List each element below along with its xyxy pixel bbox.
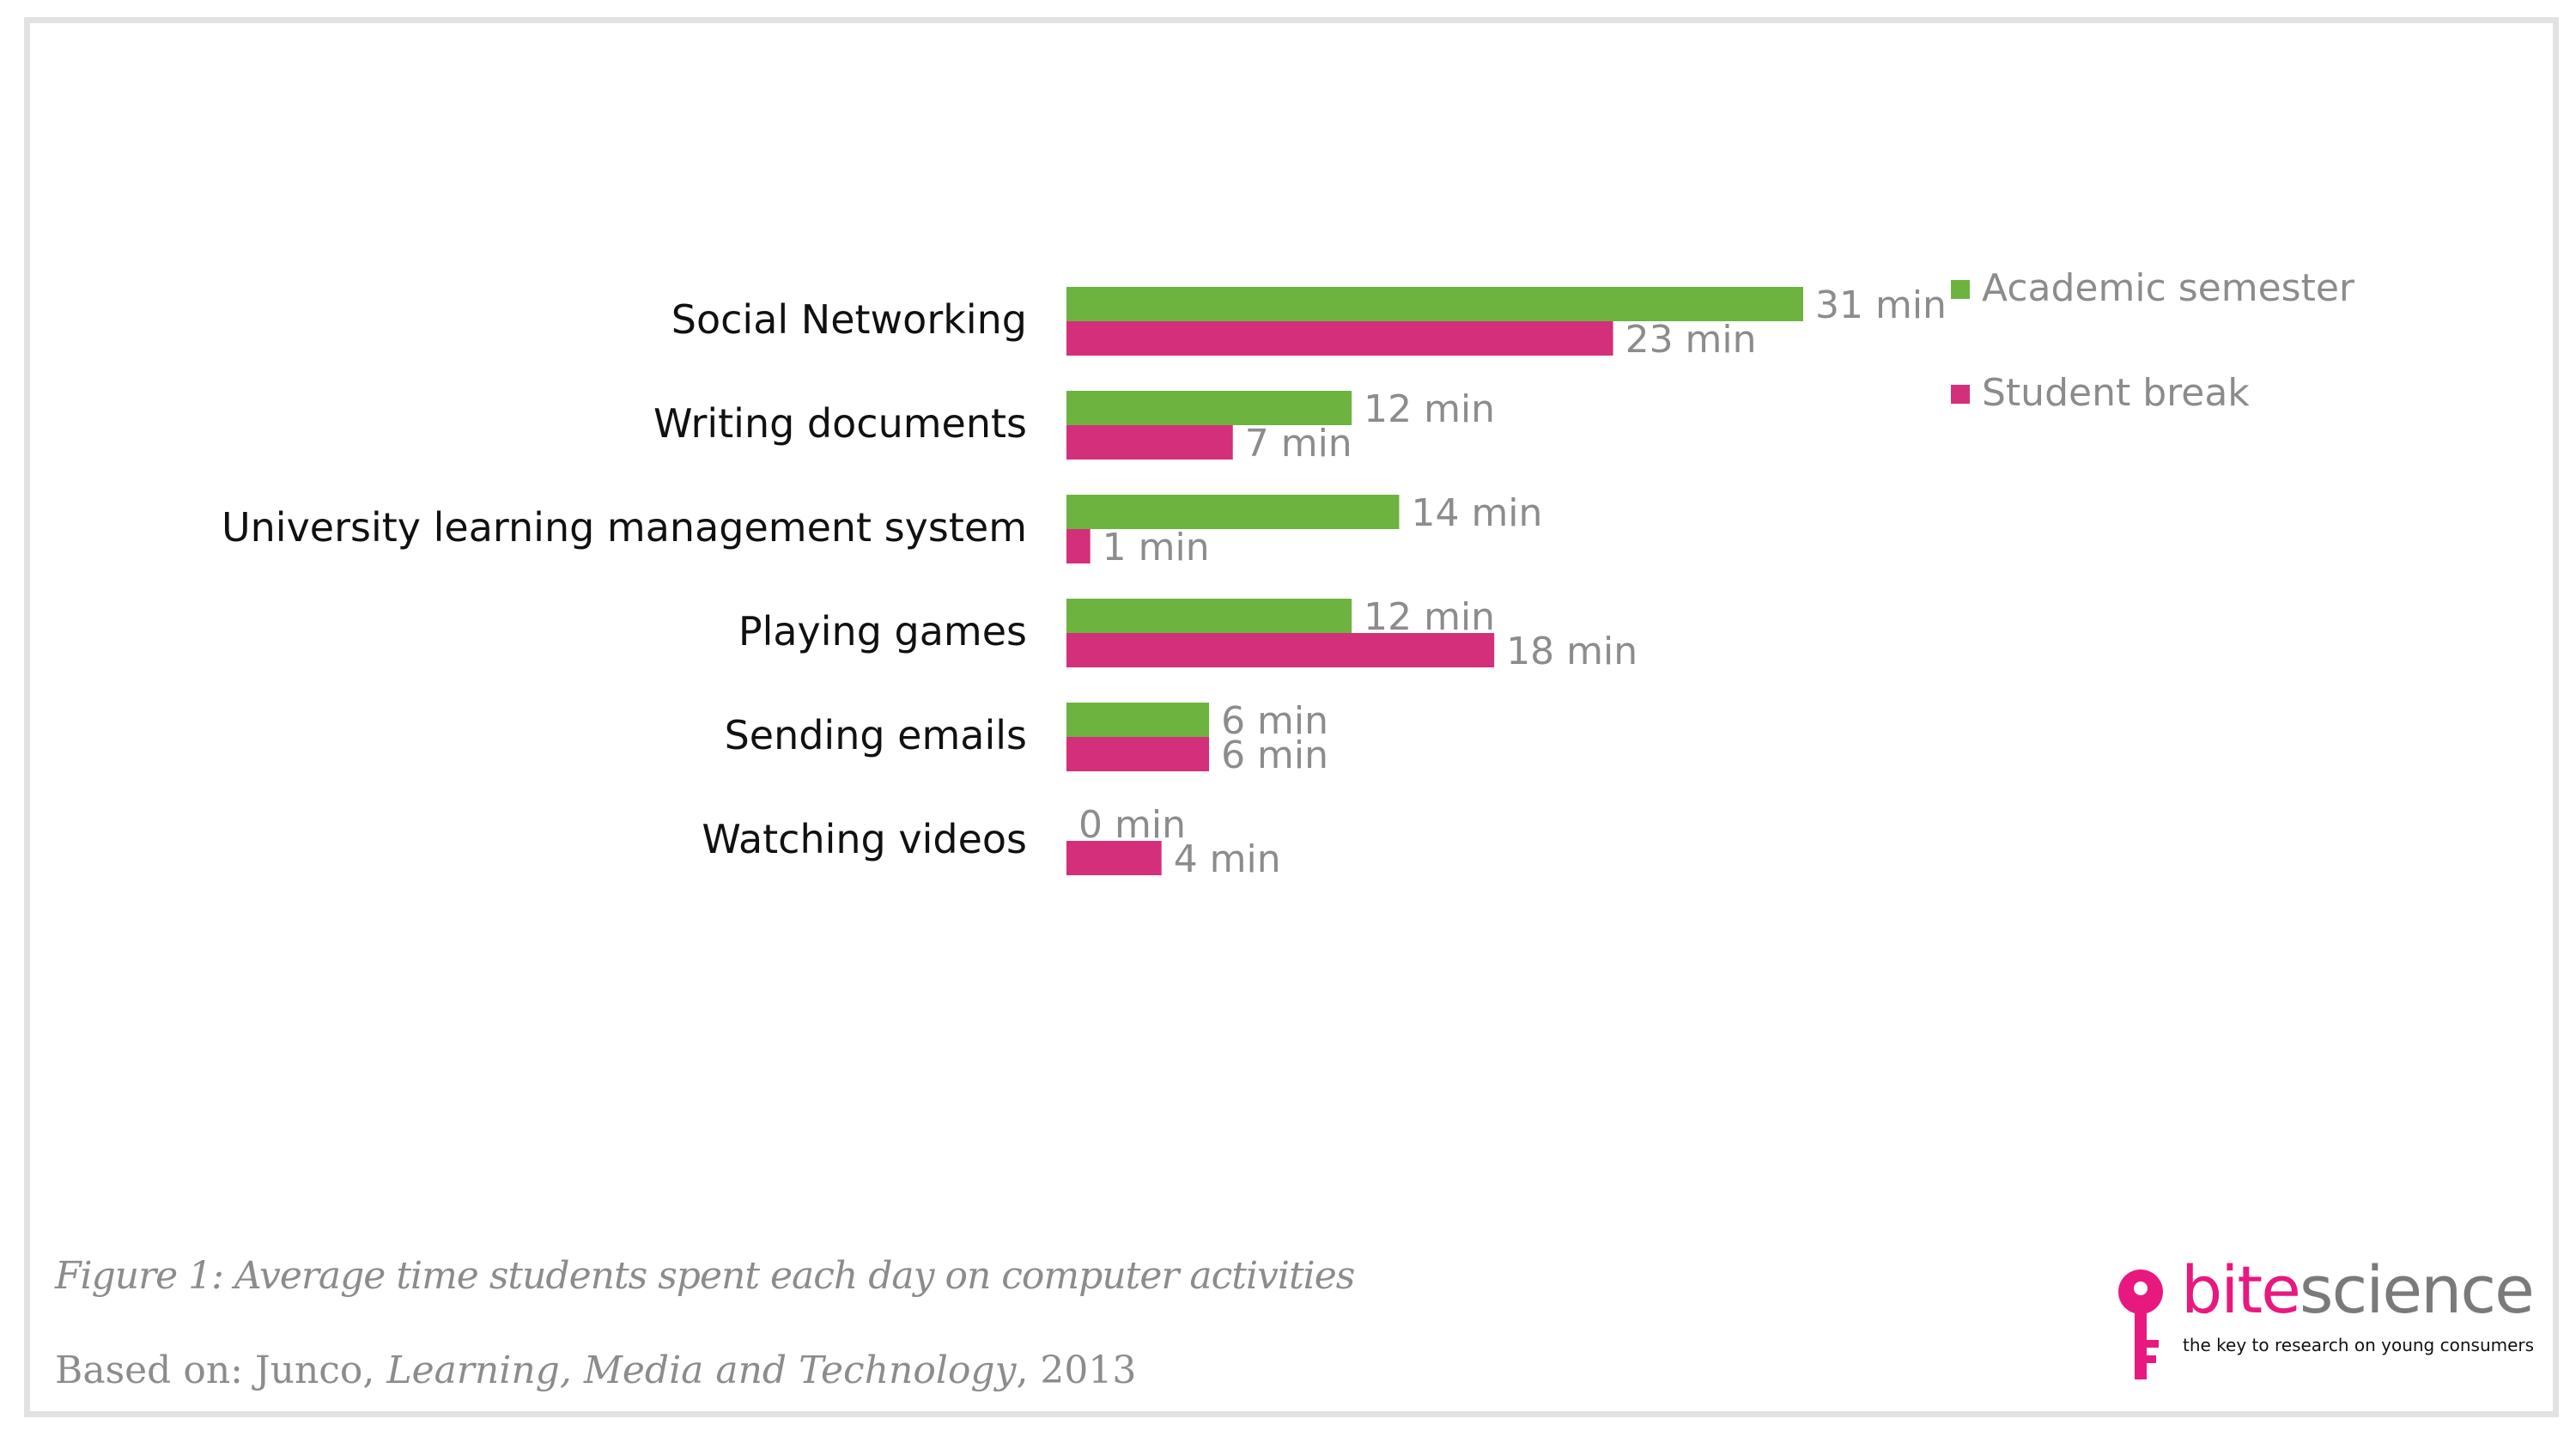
figure-frame: [24, 17, 2559, 1417]
source-citation: Based on: Junco, Learning, Media and Tec…: [55, 1349, 1136, 1392]
bar-break: [1066, 425, 1233, 460]
logo-word-science: science: [2299, 1251, 2535, 1328]
bar-break: [1066, 841, 1162, 875]
source-suffix: , 2013: [1016, 1349, 1137, 1392]
data-label: 7 min: [1245, 422, 1352, 466]
category-label: Playing games: [738, 608, 1027, 654]
category-label: Sending emails: [725, 712, 1027, 758]
data-label: 1 min: [1103, 526, 1210, 569]
logo-tagline: the key to research on young consumers: [2183, 1335, 2535, 1355]
data-label: 4 min: [1174, 837, 1281, 881]
bar-academic: [1066, 703, 1210, 737]
data-label: 0 min: [1078, 803, 1186, 847]
category-label: Writing documents: [653, 400, 1027, 447]
figure-caption: Figure 1: Average time students spent ea…: [55, 1254, 1355, 1298]
source-journal: Learning, Media and Technology: [386, 1349, 1017, 1392]
bar-academic: [1066, 599, 1352, 633]
legend-label: Student break: [1982, 371, 2250, 415]
labels-layer: Social Networking 31 min 23 min Writing doc…: [222, 283, 1947, 881]
bar-academic: [1066, 495, 1400, 529]
bar-break: [1066, 737, 1210, 771]
data-label: 12 min: [1364, 387, 1495, 431]
data-label: 23 min: [1625, 318, 1757, 362]
logo-wordmark: bitescience: [2181, 1257, 2535, 1323]
category-label: Social Networking: [671, 296, 1027, 343]
data-label: 12 min: [1364, 595, 1495, 639]
data-label: 6 min: [1221, 699, 1328, 743]
key-icon: [2118, 1269, 2163, 1379]
legend: Academic semester Student break: [1951, 266, 2355, 415]
legend-swatch: [1951, 280, 1970, 299]
category-label: Watching videos: [702, 816, 1027, 862]
bars-layer: [1066, 287, 1803, 875]
legend-swatch: [1951, 385, 1970, 404]
bar-break: [1066, 529, 1091, 563]
logo-word-bite: bite: [2181, 1251, 2301, 1328]
source-prefix: Based on: Junco,: [55, 1349, 387, 1392]
data-label: 18 min: [1506, 630, 1637, 673]
legend-label: Academic semester: [1982, 266, 2355, 310]
category-label: University learning management system: [222, 504, 1027, 551]
bar-break: [1066, 321, 1613, 356]
data-label: 14 min: [1411, 491, 1542, 535]
data-label: 6 min: [1221, 734, 1328, 777]
bar-academic: [1066, 391, 1352, 425]
bar-break: [1066, 633, 1495, 667]
data-label: 31 min: [1815, 283, 1947, 327]
bitescience-logo: bitescience the key to research on young…: [2111, 1257, 2535, 1390]
bar-academic: [1066, 287, 1803, 321]
